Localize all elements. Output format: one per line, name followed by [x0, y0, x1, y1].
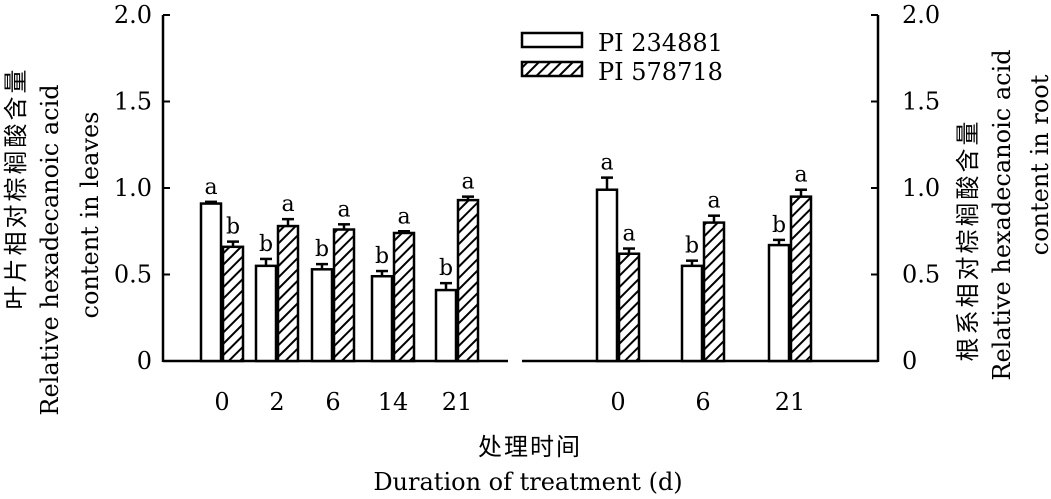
x-tick-label-leaves: 2 — [269, 388, 284, 416]
x-label-en: Duration of treatment (d) — [373, 468, 682, 496]
right-y-label-en-line2: content in root — [1026, 74, 1051, 255]
left-y-label-cn: 叶片相对棕榈酸含量 — [2, 67, 30, 310]
bar-leaves-pi-234881-14 — [370, 274, 394, 363]
right-y-tick-label: 0.5 — [902, 261, 940, 289]
bar-leaves-pi-234881-21 — [434, 288, 458, 363]
significance-letter: a — [707, 189, 720, 214]
x-tick-labels: 0 2 6 14 21 0 6 21 — [214, 388, 805, 416]
left-y-tick-label: 1.5 — [114, 88, 152, 116]
legend-swatch-pi-578718 — [520, 60, 584, 78]
significance-letter: b — [439, 256, 453, 281]
left-y-tick-label: 2.0 — [114, 1, 152, 29]
x-tick-label-leaves: 6 — [325, 388, 340, 416]
bar-root-pi-578718-0 — [617, 252, 641, 363]
x-tick-label-leaves: 0 — [214, 388, 229, 416]
bar-root-pi-234881-21 — [767, 243, 791, 363]
right-y-ticks: 0 0.5 1.0 1.5 2.0 — [871, 1, 940, 375]
legend-swatch-pi-234881 — [520, 31, 584, 49]
significance-letter: b — [226, 215, 240, 240]
significance-letter: b — [315, 237, 329, 262]
right-y-label-cn: 根系相对棕榈酸含量 — [954, 119, 982, 362]
significance-letter: a — [622, 222, 635, 247]
bar-leaves-pi-234881-2 — [254, 264, 278, 363]
bar-root-pi-234881-0 — [595, 188, 619, 363]
significance-letter: a — [204, 175, 217, 200]
significance-letter: b — [685, 234, 699, 259]
right-y-tick-label: 2.0 — [902, 1, 940, 29]
x-tick-label-root: 0 — [610, 388, 625, 416]
legend: PI 234881 PI 578718 — [520, 29, 723, 86]
bar-leaves-pi-578718-6 — [332, 228, 356, 363]
significance-letter: a — [794, 163, 807, 188]
significance-letter: b — [259, 232, 273, 257]
left-y-label-en-line1: Relative hexadecanoic acid — [36, 84, 64, 415]
left-y-ticks: 0 0.5 1.0 1.5 2.0 — [114, 1, 170, 375]
bar-root-pi-578718-21 — [789, 195, 813, 363]
legend-label-pi-578718: PI 578718 — [598, 58, 723, 86]
x-tick-label-root: 21 — [775, 388, 806, 416]
bar-leaves-pi-578718-14 — [392, 231, 416, 363]
bar-leaves-pi-234881-6 — [310, 268, 334, 363]
significance-letter: b — [375, 244, 389, 269]
x-label-cn: 处理时间 — [478, 433, 582, 461]
significance-letter: a — [461, 170, 474, 195]
bar-root-pi-578718-6 — [702, 221, 726, 363]
x-tick-label-leaves: 21 — [442, 388, 473, 416]
right-y-label-en-line1: Relative hexadecanoic acid — [988, 49, 1016, 380]
bar-root-pi-234881-6 — [680, 264, 704, 363]
x-tick-label-root: 6 — [695, 388, 710, 416]
left-y-label-en-line2: content in leaves — [76, 112, 104, 319]
significance-letter: a — [281, 192, 294, 217]
left-y-tick-label: 0.5 — [114, 261, 152, 289]
left-y-tick-label: 1.0 — [114, 174, 152, 202]
right-y-tick-label: 1.0 — [902, 174, 940, 202]
legend-label-pi-234881: PI 234881 — [598, 29, 723, 57]
bar-leaves-pi-578718-0 — [221, 245, 245, 363]
right-y-tick-label: 1.5 — [902, 88, 940, 116]
significance-letter: b — [772, 213, 786, 238]
bar-leaves-pi-234881-0 — [199, 202, 223, 363]
significance-letter: a — [397, 204, 410, 229]
left-y-tick-label: 0 — [137, 347, 152, 375]
bar-leaves-pi-578718-2 — [276, 224, 300, 363]
bar-leaves-pi-578718-21 — [456, 198, 480, 363]
x-tick-label-leaves: 14 — [378, 388, 409, 416]
significance-letter: a — [600, 151, 613, 176]
significance-letter: a — [337, 197, 350, 222]
right-y-tick-label: 0 — [902, 347, 917, 375]
